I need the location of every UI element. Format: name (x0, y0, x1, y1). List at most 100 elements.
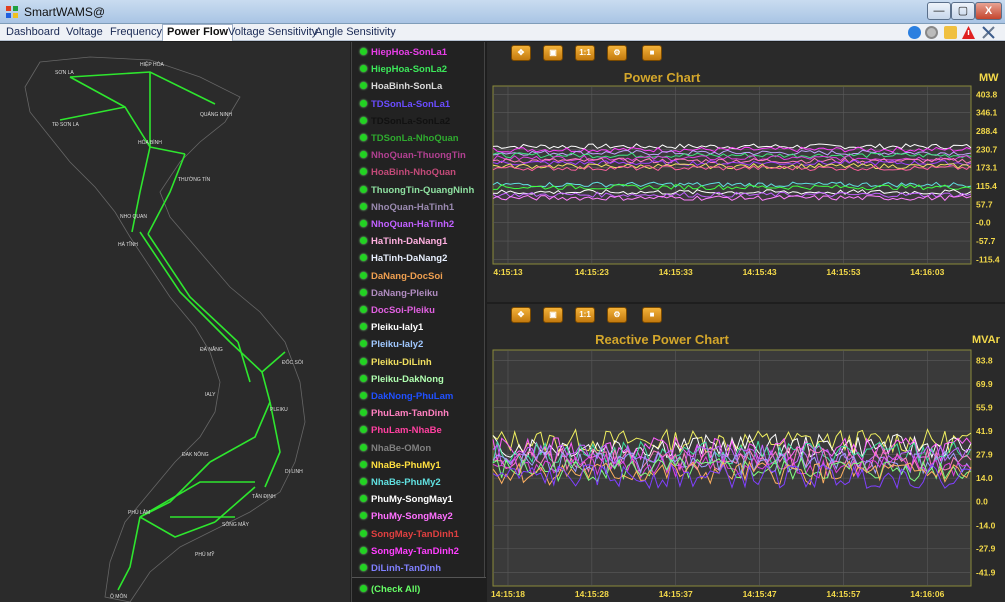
toggle-dot-icon (360, 168, 367, 176)
line-option[interactable]: HoaBinh-SonLa (360, 81, 442, 98)
line-option[interactable]: NhaBe-OMon (360, 443, 431, 460)
toggle-dot-icon (360, 495, 367, 503)
stop-button[interactable]: ■ (642, 45, 662, 61)
line-option[interactable]: DakNong-PhuLam (360, 391, 453, 408)
tab-voltage[interactable]: Voltage (66, 26, 103, 38)
pan-button[interactable]: ✥ (511, 307, 531, 323)
line-option[interactable]: HiepHoa-SonLa1 (360, 47, 447, 64)
check-all-option[interactable]: (Check All) (360, 584, 420, 601)
station-label: NHO QUAN (120, 214, 147, 220)
station-label: THƯỜNG TÍN (178, 177, 211, 183)
toggle-dot-icon (360, 185, 367, 193)
line-option[interactable]: SongMay-TanDinh1 (360, 529, 459, 546)
zoom-fit-button[interactable]: ▣ (543, 307, 563, 323)
station-label: HIỆP HÒA (140, 62, 164, 68)
line-option[interactable]: Pleiku-Ialy1 (360, 322, 423, 339)
line-option[interactable]: TDSonLa-NhoQuan (360, 133, 459, 150)
line-option[interactable]: HaTinh-DaNang2 (360, 253, 447, 270)
minimize-button[interactable]: — (927, 2, 951, 20)
toggle-dot-icon (360, 426, 367, 434)
warning-icon[interactable] (962, 26, 975, 39)
station-label: QUẢNG NINH (200, 112, 232, 118)
series-line (493, 183, 972, 191)
tools-icon[interactable] (982, 26, 995, 39)
line-option[interactable]: NhoQuan-HaTinh1 (360, 202, 454, 219)
y-tick-label: -57.7 (976, 236, 996, 246)
zoom-fit-button[interactable]: ▣ (543, 45, 563, 61)
one-to-one-button[interactable]: 1:1 (575, 45, 595, 61)
series-line (492, 460, 972, 486)
line-option[interactable]: ThuongTin-QuangNinh (360, 185, 474, 202)
country-outline (24, 56, 306, 602)
toggle-dot-icon (360, 151, 367, 159)
folder-icon[interactable] (944, 26, 957, 39)
line-option[interactable]: NhaBe-PhuMy1 (360, 460, 441, 477)
line-label: DiLinh-TanDinh (371, 563, 442, 574)
line-option[interactable]: PhuLam-NhaBe (360, 425, 442, 442)
y-tick-label: 83.8 (976, 355, 993, 365)
line-option[interactable]: DaNang-DocSoi (360, 271, 443, 288)
line-label: SongMay-TanDinh1 (371, 528, 459, 540)
y-tick-label: 403.8 (976, 89, 998, 99)
x-tick-label: 14:15:53 (826, 267, 860, 277)
line-option[interactable]: PhuMy-SongMay1 (360, 494, 453, 511)
close-button[interactable]: X (975, 2, 1002, 20)
line-option[interactable]: DiLinh-TanDinh (360, 563, 441, 580)
line-option[interactable]: Pleiku-DakNong (360, 374, 444, 391)
pan-button[interactable]: ✥ (511, 45, 531, 61)
line-label: NhaBe-PhuMy2 (371, 477, 441, 488)
line-option[interactable]: DocSoi-Pleiku (360, 305, 435, 322)
station-label: SÔNG MÂY (222, 522, 249, 528)
line-option[interactable]: DaNang-Pleiku (360, 288, 438, 305)
line-label: PhuLam-TanDinh (371, 408, 449, 420)
toggle-dot-icon (360, 288, 367, 296)
line-option[interactable]: PhuLam-TanDinh (360, 408, 449, 425)
tab-dashboard[interactable]: Dashboard (6, 26, 60, 38)
line-option[interactable]: NhaBe-PhuMy2 (360, 477, 441, 494)
series-line (492, 436, 972, 463)
toggle-dot-icon (360, 512, 367, 520)
toggle-dot-icon (360, 564, 367, 571)
line-option[interactable]: PhuMy-SongMay2 (360, 511, 453, 528)
chart-settings-button[interactable]: ⚙ (607, 307, 627, 323)
line-option[interactable]: NhoQuan-ThuongTin (360, 150, 466, 167)
toggle-dot-icon (360, 323, 367, 331)
line-option[interactable]: Pleiku-Ialy2 (360, 339, 423, 356)
series-line (492, 449, 972, 476)
line-label: HiepHoa-SonLa2 (371, 64, 448, 76)
reactive-power-chart: 83.8 69.9 55.9 41.9 27.9 14.0 0.0 -14.0 -27.9 -41… (491, 349, 996, 599)
maximize-button[interactable]: ▢ (951, 2, 975, 20)
chart-settings-button[interactable]: ⚙ (607, 45, 627, 61)
station-label: PHÚ MỸ (195, 552, 215, 558)
series-line (492, 159, 972, 167)
line-option[interactable]: HaTinh-DaNang1 (360, 236, 447, 253)
tab-power-flow[interactable]: Power Flow (162, 24, 234, 41)
tab-angle-sensitivity[interactable]: Angle Sensitivity (315, 26, 396, 38)
y-tick-label: 288.4 (976, 126, 998, 136)
one-to-one-button[interactable]: 1:1 (575, 307, 595, 323)
tab-voltage-sensitivity[interactable]: Voltage Sensitivity (228, 26, 318, 38)
line-option[interactable]: NhoQuan-HaTinh2 (360, 219, 454, 236)
play-icon[interactable] (908, 26, 921, 39)
station-label: ĐAK NÔNG (182, 452, 209, 458)
tab-frequency[interactable]: Frequency (110, 26, 162, 38)
series-line (492, 433, 972, 459)
record-icon[interactable] (925, 26, 938, 39)
line-label: HaTinh-DaNang2 (371, 253, 448, 265)
station-label: SƠN LA (55, 70, 74, 76)
y-tick-label: -27.9 (976, 544, 996, 554)
line-option[interactable]: HoaBinh-NhoQuan (360, 167, 456, 184)
line-option[interactable]: SongMay-TanDinh2 (360, 546, 459, 563)
line-label: PhuMy-SongMay2 (371, 511, 453, 523)
station-label: ĐÀ NẴNG (200, 347, 223, 353)
series-line (492, 152, 972, 159)
toggle-dot-icon (360, 478, 367, 485)
line-option[interactable]: Pleiku-DiLinh (360, 357, 432, 374)
line-option[interactable]: TDSonLa-SonLa1 (360, 99, 450, 116)
line-option[interactable]: HiepHoa-SonLa2 (360, 64, 447, 81)
check-all-box: (Check All) (352, 577, 486, 602)
line-label: TDSonLa-SonLa1 (371, 98, 451, 110)
stop-button[interactable]: ■ (642, 307, 662, 323)
y-tick-label: -0.0 (976, 218, 991, 228)
line-option[interactable]: TDSonLa-SonLa2 (360, 116, 450, 133)
